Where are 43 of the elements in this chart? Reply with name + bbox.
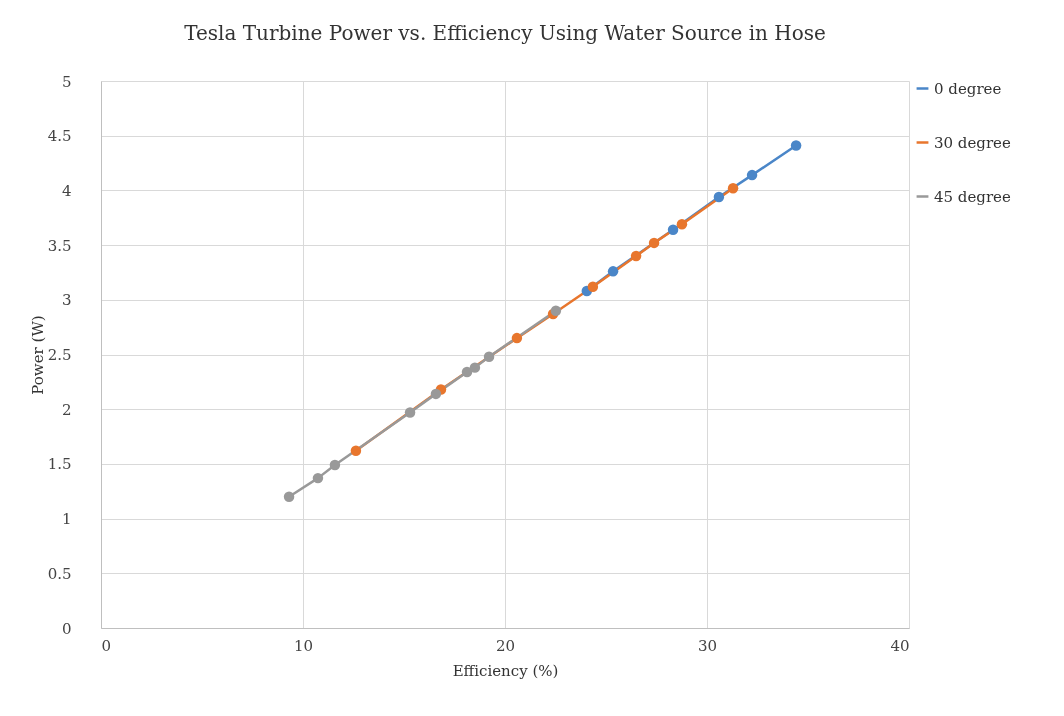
y-tick-label: 4 — [61, 181, 72, 200]
legend-label: 30 degree — [934, 133, 1011, 152]
y-tick-label: 2 — [61, 400, 72, 419]
point — [461, 366, 473, 378]
y-tick-label: 1 — [61, 510, 72, 529]
y-tick-label: 1.5 — [47, 455, 72, 474]
x-tick-label: 20 — [495, 636, 516, 655]
point — [676, 219, 688, 230]
x-tick-label: 30 — [697, 636, 718, 655]
point — [483, 351, 495, 362]
legend-label: 45 degree — [934, 187, 1011, 206]
point — [790, 140, 802, 151]
y-axis-title: Power (W) — [28, 315, 47, 395]
point — [469, 362, 481, 373]
x-tick-label: 10 — [293, 636, 314, 655]
y-tick-label: 3 — [61, 291, 72, 310]
x-tick-label: 40 — [890, 636, 910, 655]
point — [587, 281, 599, 292]
point — [713, 191, 725, 203]
point — [630, 250, 642, 262]
y-tick-label: 4.5 — [47, 127, 72, 146]
point — [404, 407, 416, 418]
point — [607, 266, 619, 277]
x-tick-label: 0 — [101, 636, 112, 655]
point — [283, 491, 295, 502]
point — [511, 332, 523, 344]
point — [350, 445, 362, 457]
point — [430, 388, 442, 400]
point — [648, 237, 660, 249]
legend-label: 0 degree — [934, 79, 1002, 98]
y-tick-label: 2.5 — [47, 346, 72, 364]
y-tick-label: 5 — [61, 72, 72, 91]
y-tick-label: 3.5 — [47, 236, 72, 255]
x-axis-title: Efficiency (%) — [452, 661, 559, 680]
y-tick-label: 0 — [61, 619, 72, 638]
point — [746, 169, 758, 181]
y-tick-label: 0.5 — [47, 564, 72, 583]
point — [667, 224, 679, 236]
point — [727, 182, 739, 194]
chart-title: Tesla Turbine Power vs. Efficiency Using Water Source in Hose — [184, 21, 826, 45]
point — [312, 472, 324, 484]
point — [550, 305, 562, 316]
point — [329, 459, 341, 471]
